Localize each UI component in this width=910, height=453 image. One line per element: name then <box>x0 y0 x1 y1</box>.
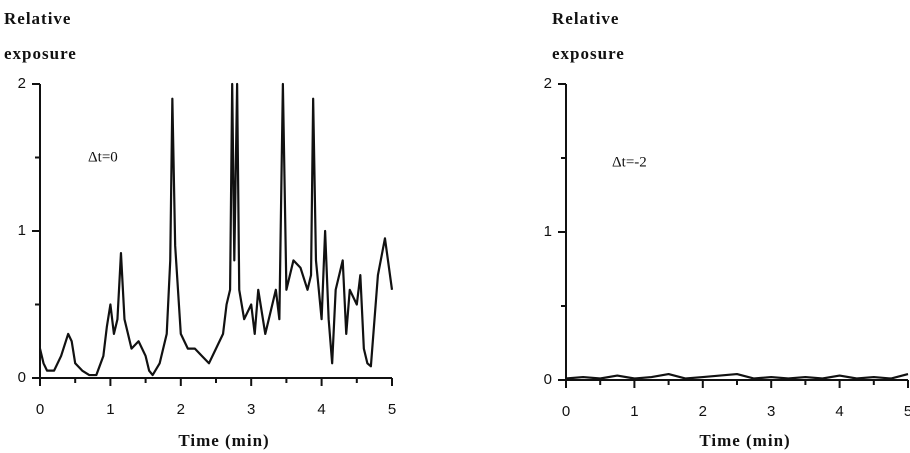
x-tick-label: 3 <box>767 403 775 420</box>
y-axis-label: exposure <box>552 44 625 63</box>
x-tick-label: 4 <box>835 403 843 420</box>
x-tick-label: 1 <box>630 403 638 420</box>
x-tick-label: 5 <box>388 401 396 418</box>
y-axis-label: Relative <box>4 9 71 28</box>
y-tick-label: 1 <box>18 222 26 239</box>
y-tick-label: 2 <box>18 75 26 92</box>
x-tick-label: 2 <box>177 401 185 418</box>
y-tick-label: 0 <box>18 369 26 386</box>
x-tick-label: 0 <box>36 401 44 418</box>
x-tick-label: 5 <box>904 403 910 420</box>
annotation: Δt=0 <box>88 149 118 165</box>
annotation: Δt=-2 <box>612 154 647 170</box>
data-line <box>38 82 394 377</box>
x-tick-label: 0 <box>562 403 570 420</box>
x-tick-label: 3 <box>247 401 255 418</box>
y-tick-label: 2 <box>544 75 552 92</box>
x-tick-label: 4 <box>317 401 325 418</box>
data-line <box>565 372 909 380</box>
y-tick-label: 1 <box>544 223 552 240</box>
x-tick-label: 2 <box>699 403 707 420</box>
y-tick-label: 0 <box>544 371 552 388</box>
x-axis-label: Time (min) <box>178 431 269 450</box>
x-axis-label: Time (min) <box>699 431 790 450</box>
y-axis-label: exposure <box>4 44 77 63</box>
y-axis-label: Relative <box>552 9 619 28</box>
x-tick-label: 1 <box>106 401 114 418</box>
